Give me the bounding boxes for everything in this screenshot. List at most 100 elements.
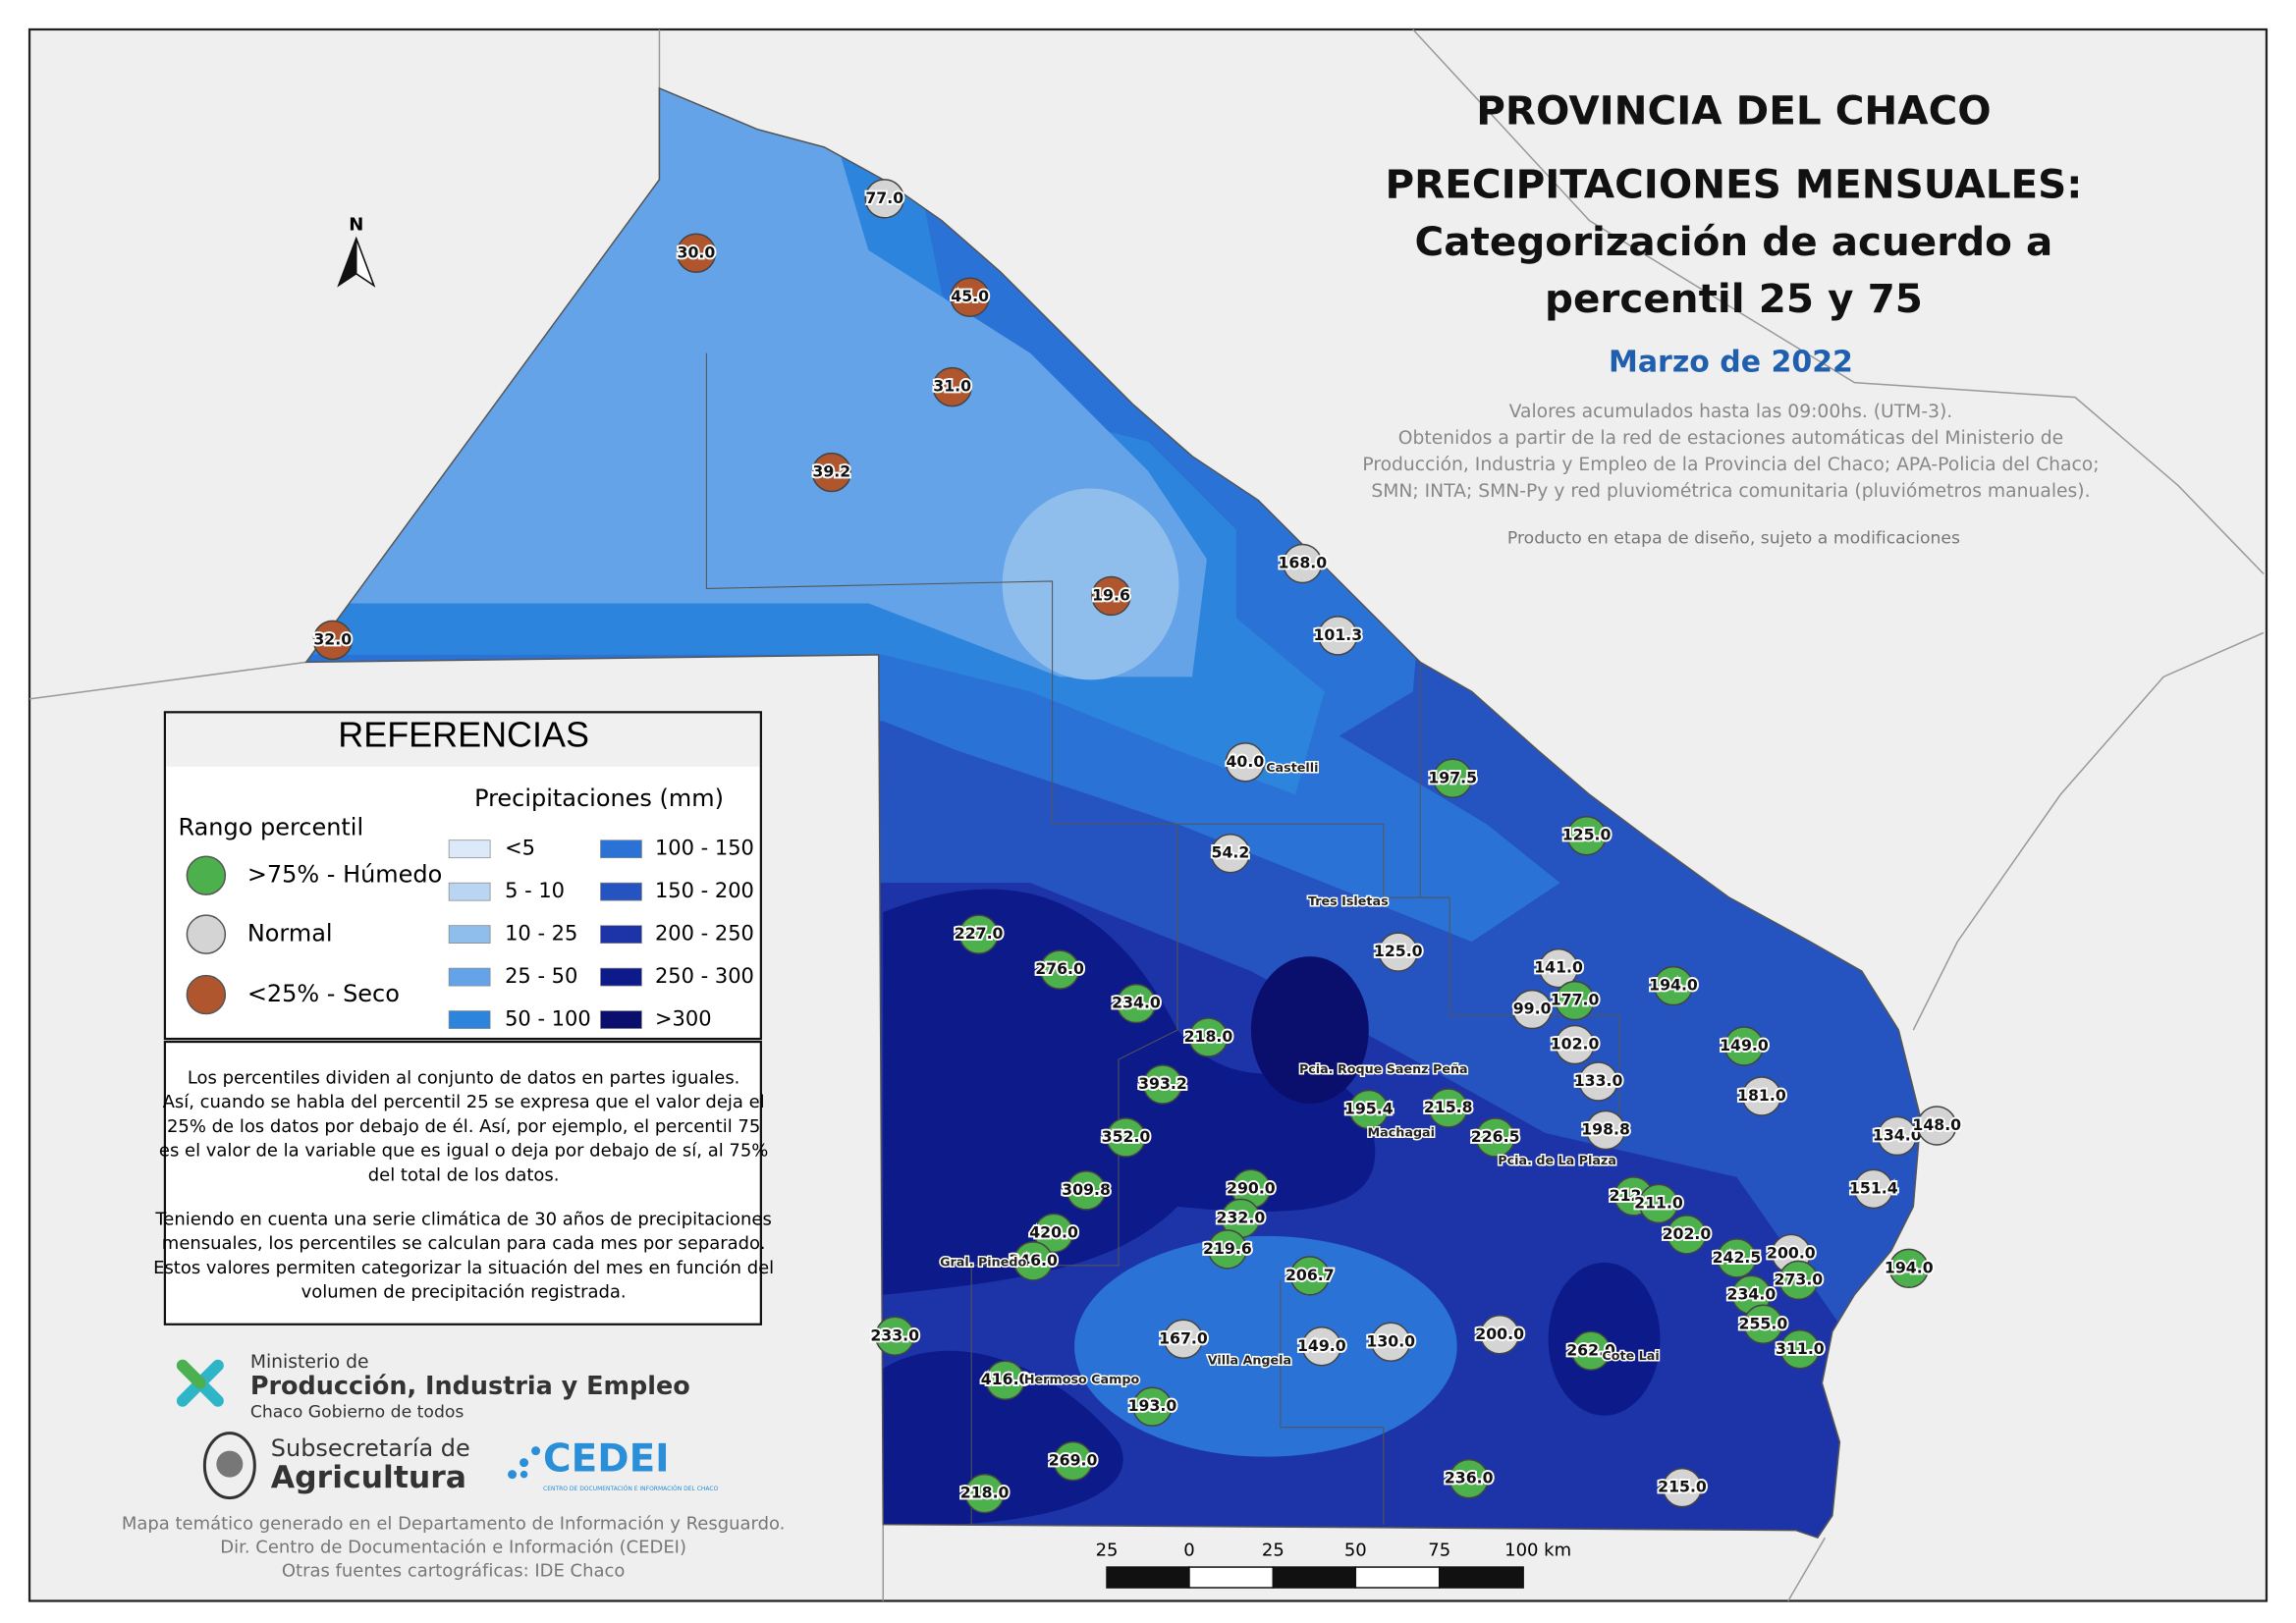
station-marker xyxy=(1132,1386,1173,1427)
legend-title: REFERENCIAS xyxy=(338,714,589,754)
credit-line: Mapa temático generado en el Departament… xyxy=(122,1514,786,1535)
precip-label: 10 - 25 xyxy=(505,922,577,946)
subtitle-line: percentil 25 y 75 xyxy=(1545,275,1923,322)
note-line: Valores acumulados hasta las 09:00hs. (U… xyxy=(1509,402,1953,422)
station-value: 134.0 xyxy=(1873,1125,1922,1144)
station-marker xyxy=(1106,1117,1146,1158)
station-marker xyxy=(1033,1213,1074,1254)
station-value: 234.0 xyxy=(1727,1284,1777,1303)
station-value: 311.0 xyxy=(1776,1339,1825,1358)
precip-label: 5 - 10 xyxy=(505,879,565,902)
station-marker xyxy=(1511,989,1553,1030)
station-marker xyxy=(1585,1109,1626,1151)
scale-segment xyxy=(1438,1566,1524,1589)
note-line: SMN; INTA; SMN-Py y red pluviométrica co… xyxy=(1371,481,2090,502)
station-value: 125.0 xyxy=(1562,826,1612,844)
station-value: 202.0 xyxy=(1663,1224,1712,1243)
station-marker xyxy=(1475,1117,1515,1158)
explanation-line: del total de los datos. xyxy=(368,1164,560,1185)
station-marker xyxy=(958,914,999,954)
province-emblem xyxy=(202,1432,256,1500)
station-value: 262.0 xyxy=(1566,1340,1615,1359)
station-marker xyxy=(1566,815,1607,856)
station-marker xyxy=(1225,742,1266,783)
percentile-label: <25% - Seco xyxy=(247,980,400,1007)
station-marker xyxy=(1428,1088,1468,1128)
station-marker xyxy=(864,179,904,219)
station-value: 219.6 xyxy=(1203,1239,1252,1258)
station-marker xyxy=(932,366,972,407)
station-value: 194.0 xyxy=(1649,976,1698,995)
station-marker xyxy=(1116,983,1157,1024)
station-value: 167.0 xyxy=(1159,1328,1208,1347)
subtitle-line: Categorización de acuerdo a xyxy=(1415,218,2053,265)
cedei-tag: CENTRO DE DOCUMENTACIÓN E INFORMACIÓN DE… xyxy=(543,1486,719,1492)
station-marker xyxy=(1289,1256,1331,1296)
precip-title: Precipitaciones (mm) xyxy=(474,784,724,812)
credit-line: Dir. Centro de Documentación e Informaci… xyxy=(220,1538,686,1558)
station-value: 226.5 xyxy=(1471,1127,1520,1146)
precip-swatch xyxy=(600,967,642,987)
station-value: 130.0 xyxy=(1366,1331,1415,1350)
station-value: 19.6 xyxy=(1092,585,1130,604)
station-value: 215.0 xyxy=(1658,1478,1707,1496)
station-value: 151.4 xyxy=(1849,1178,1898,1197)
precip-label: <5 xyxy=(505,837,535,860)
station-marker xyxy=(312,620,353,661)
precip-swatch xyxy=(448,925,491,945)
precip-swatch xyxy=(448,967,491,987)
explanation-line: Los percentiles dividen al conjunto de d… xyxy=(188,1068,740,1089)
place-name: Tres Isletas xyxy=(1308,894,1389,909)
percentile-label: Normal xyxy=(247,920,333,947)
precip-swatch xyxy=(448,1010,491,1029)
logos: Ministerio de Producción, Industria y Em… xyxy=(176,1352,719,1500)
explanation-line: volumen de precipitación registrada. xyxy=(301,1282,627,1303)
title: PROVINCIA DEL CHACO xyxy=(1476,86,1991,134)
notes: Valores acumulados hasta las 09:00hs. (U… xyxy=(1362,402,2099,548)
scale-label: 25 xyxy=(1096,1541,1119,1561)
station-value: 32.0 xyxy=(313,629,352,648)
scale-label: 100 km xyxy=(1504,1541,1571,1561)
station-marker xyxy=(950,277,990,317)
station-marker xyxy=(1778,1260,1819,1301)
station-marker xyxy=(1283,543,1323,584)
precip-swatch xyxy=(600,839,642,859)
station-value: 393.2 xyxy=(1138,1074,1187,1093)
place-name: Gral. Pinedo xyxy=(940,1255,1026,1270)
station-marker xyxy=(811,452,852,493)
subtitle-line: PRECIPITACIONES MENSUALES: xyxy=(1385,160,2082,207)
station-value: 45.0 xyxy=(951,287,989,305)
station-value: 227.0 xyxy=(955,924,1004,943)
sub-pre: Subsecretaría de xyxy=(271,1434,470,1462)
province-outline xyxy=(304,86,1922,1539)
station-marker xyxy=(1318,616,1358,656)
station-marker xyxy=(1917,1106,1957,1146)
station-value: 269.0 xyxy=(1049,1451,1098,1470)
station-marker xyxy=(1188,1017,1229,1057)
precip-swatch xyxy=(600,925,642,945)
station-value: 309.8 xyxy=(1062,1180,1111,1199)
credits: Mapa temático generado en el Departament… xyxy=(122,1514,786,1582)
station-value: 255.0 xyxy=(1739,1314,1788,1332)
station-marker xyxy=(1039,949,1080,990)
station-value: 198.8 xyxy=(1581,1119,1630,1138)
legend: REFERENCIAS Rango percentil Precipitacio… xyxy=(163,711,762,1041)
station-value: 40.0 xyxy=(1227,752,1265,771)
explanation-line: 25% de los datos por debajo de él. Así, … xyxy=(167,1116,760,1137)
place-name: Cote Lai xyxy=(1602,1349,1659,1364)
period: Marzo de 2022 xyxy=(1609,346,1853,380)
station-marker xyxy=(1066,1170,1107,1211)
station-value: 234.0 xyxy=(1112,994,1161,1012)
station-marker xyxy=(1449,1458,1489,1499)
station-marker xyxy=(1538,947,1579,989)
station-value: 149.0 xyxy=(1720,1036,1769,1055)
station-value: 99.0 xyxy=(1513,1000,1552,1018)
precip-label: 25 - 50 xyxy=(505,964,577,988)
cedei-icon xyxy=(508,1446,541,1480)
station-value: 168.0 xyxy=(1278,553,1327,571)
station-marker xyxy=(1210,833,1251,874)
scale-segment xyxy=(1106,1566,1190,1589)
percentile-swatch xyxy=(186,855,227,895)
station-marker xyxy=(1779,1329,1821,1370)
